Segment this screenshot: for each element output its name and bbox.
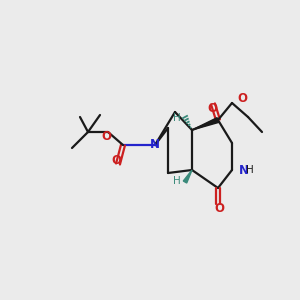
Text: O: O: [214, 202, 224, 214]
Text: O: O: [207, 101, 217, 115]
Text: O: O: [111, 154, 121, 166]
Polygon shape: [183, 170, 192, 183]
Text: H: H: [173, 113, 181, 123]
Text: H: H: [246, 165, 254, 175]
Text: N: N: [150, 137, 160, 151]
Text: N: N: [239, 164, 249, 176]
Text: O: O: [101, 130, 111, 143]
Polygon shape: [192, 118, 219, 130]
Text: O: O: [237, 92, 247, 106]
Text: H: H: [173, 176, 181, 186]
